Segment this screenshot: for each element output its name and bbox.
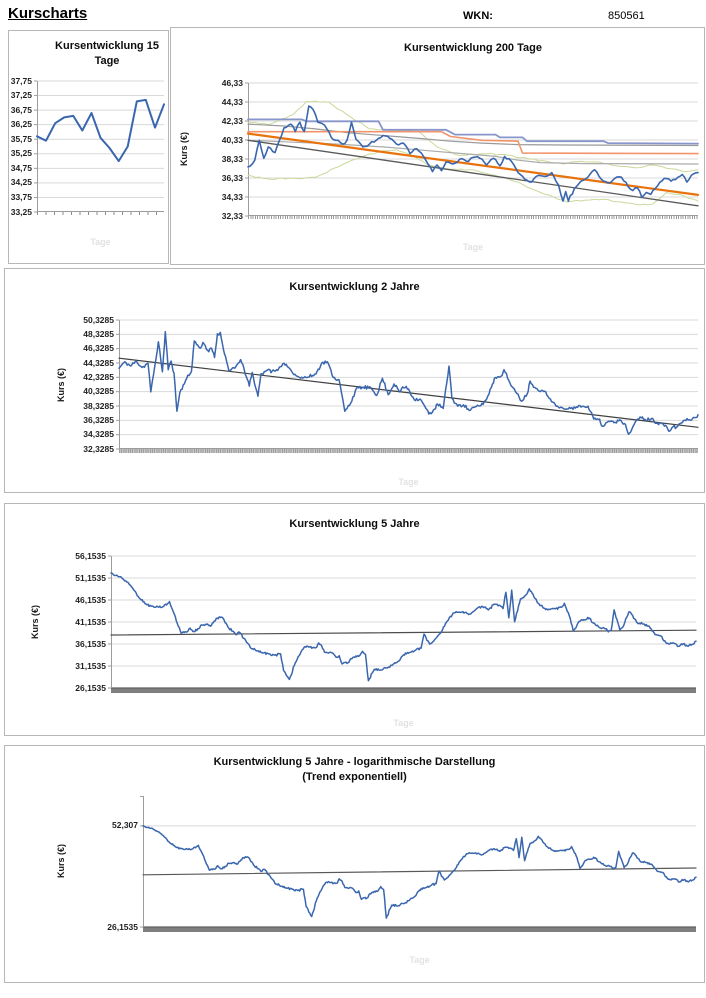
plot-area-200-tage: 46,33 44,33 42,33 40,33 38,33 36,33 34,33 32,33 [222, 78, 700, 220]
chart-title: Kursentwicklung 15 Tage [55, 40, 159, 67]
y-tick-label: 46,1535 [75, 594, 106, 605]
plot-area-5-jahre-log: 52,307 26,1535 [107, 796, 697, 932]
series-trend-grau [247, 139, 699, 207]
y-tick-label: 38,33 [221, 153, 243, 164]
y-tick-label: 46,33 [221, 77, 243, 88]
series-kurs [247, 105, 699, 202]
x-axis-title-watermark: Tage [90, 237, 111, 247]
series-band-unten [247, 149, 699, 206]
chart-panel-5-jahre: Kursentwicklung 5 Jahre Kurs (€) 56,1535… [4, 503, 705, 736]
x-axis-ticks [143, 927, 696, 932]
series-kurs [36, 98, 165, 163]
y-tick-label: 26,1535 [107, 921, 138, 932]
x-axis-title-watermark: Tage [462, 242, 484, 252]
x-axis-title-watermark: Tage [409, 955, 430, 965]
x-axis-ticks [248, 216, 698, 219]
y-tick-label: 44,33 [221, 96, 243, 107]
y-tick-label: 46,3285 [83, 343, 114, 354]
plot-area-5-jahre: 56,1535 51,1535 46,1535 41,1535 36,1535 31,15… [75, 551, 697, 693]
chart-title: Kursentwicklung 200 Tage [404, 42, 542, 54]
y-tick-label: 35,75 [10, 133, 32, 144]
y-axis-title: Kurs (€) [30, 604, 40, 640]
y-tick-label: 36,33 [221, 172, 243, 183]
y-axis-title: Kurs (€) [56, 367, 66, 403]
x-axis-title-watermark: Tage [398, 477, 419, 487]
y-tick-label: 50,3285 [83, 314, 114, 325]
y-tick-label: 33,75 [10, 191, 32, 202]
series-trend [110, 629, 697, 636]
x-axis-ticks [37, 212, 164, 215]
x-axis-ticks [111, 688, 696, 693]
y-tick-label: 38,3285 [83, 400, 114, 411]
x-axis-ticks [119, 449, 698, 453]
plot-area-15-tage: 37,75 37,25 36,75 36,25 35,75 35,25 34,75 34,25… [11, 76, 165, 216]
y-tick-label: 34,33 [221, 191, 243, 202]
series-kurs [118, 330, 699, 435]
series-kurs [142, 825, 697, 919]
y-tick-label: 35,25 [10, 148, 32, 159]
y-tick-label: 31,1535 [75, 660, 106, 671]
wkn-value: 850561 [608, 10, 645, 22]
y-tick-label: 48,3285 [83, 328, 114, 339]
y-tick-label: 42,3285 [83, 371, 114, 382]
y-axis-title: Kurs (€) [179, 131, 189, 167]
y-tick-label: 33,25 [10, 206, 32, 217]
y-tick-label: 32,33 [221, 210, 243, 221]
chart-panel-2-jahre: Kursentwicklung 2 Jahre Kurs (€) 50,3285… [4, 268, 705, 493]
y-tick-label: 40,33 [221, 134, 243, 145]
y-tick-label: 37,75 [10, 75, 32, 86]
series-stufe-blau [247, 118, 699, 145]
y-tick-label: 26,1535 [75, 682, 106, 693]
y-axis-title: Kurs (€) [56, 843, 66, 879]
y-tick-label: 56,1535 [75, 550, 106, 561]
chart-panel-200-tage: Kursentwicklung 200 Tage Kurs (€) 46,33 4… [170, 27, 705, 265]
chart-title: Kursentwicklung 2 Jahre [289, 281, 420, 293]
series-trend-orange [246, 132, 700, 197]
chart-panel-5-jahre-log: Kursentwicklung 5 Jahre - logarithmische… [4, 745, 705, 983]
y-tick-label: 41,1535 [75, 616, 106, 627]
y-tick-label: 36,1535 [75, 638, 106, 649]
y-tick-label: 34,25 [10, 177, 32, 188]
y-tick-label: 36,3285 [83, 414, 114, 425]
chart-panel-15-tage: Kursentwicklung 15 Tage 37,75 37,25 36,75 3… [8, 30, 169, 264]
y-tick-label: 36,25 [10, 119, 32, 130]
series-kurs [110, 572, 697, 682]
chart-title: Kursentwicklung 5 Jahre [289, 518, 420, 530]
plot-area-2-jahre: 50,3285 48,3285 46,3285 44,3285 42,3285 40,32… [83, 315, 699, 453]
series-trend [118, 357, 699, 428]
chart-subtitle: (Trend exponentiell) [302, 771, 407, 783]
wkn-label: WKN: [463, 10, 493, 22]
y-tick-label: 42,33 [221, 115, 243, 126]
x-axis-title-watermark: Tage [393, 718, 414, 728]
y-tick-label: 44,3285 [83, 357, 114, 368]
page-title: Kurscharts [8, 5, 88, 22]
y-tick-label: 32,3285 [83, 443, 114, 454]
y-tick-label: 40,3285 [83, 386, 114, 397]
y-tick-label: 34,75 [10, 162, 32, 173]
y-tick-label: 37,25 [10, 90, 32, 101]
y-tick-label: 36,75 [10, 104, 32, 115]
series-band-oben [247, 100, 699, 173]
y-tick-label: 51,1535 [75, 572, 106, 583]
chart-title: Kursentwicklung 5 Jahre - logarithmische… [213, 756, 496, 768]
y-tick-label: 52,307 [112, 820, 138, 831]
series-trend-exponentiell [142, 867, 697, 876]
series-stufe-orange [247, 130, 699, 155]
y-tick-label: 34,3285 [83, 429, 114, 440]
